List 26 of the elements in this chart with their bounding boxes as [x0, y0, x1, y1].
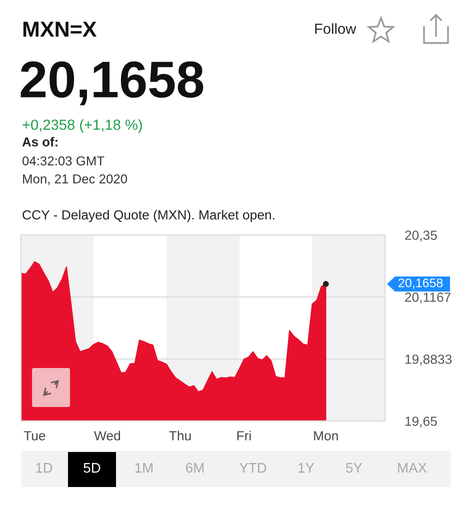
y-tick-label: 20,35 — [405, 230, 437, 242]
x-tick-label: Thu — [169, 430, 191, 440]
text: 5Y — [346, 463, 362, 473]
text: As of: — [22, 136, 58, 146]
chart-title: MXN=X — [23, 22, 97, 37]
text: 20,1658 — [398, 278, 443, 289]
text: CCY - Delayed Quote (MXN). Market open. — [22, 210, 274, 222]
text: 5D — [84, 463, 100, 473]
text: Follow — [315, 23, 356, 34]
x-tick-label: Fri — [237, 430, 251, 440]
text: 1D — [36, 463, 52, 473]
y-tick-label: 20,1167 — [405, 292, 451, 304]
text: 20,1658 — [20, 61, 204, 106]
y-tick-label: 19,65 — [405, 416, 437, 428]
text: MAX — [398, 463, 427, 473]
x-tick-label: Mon — [314, 431, 338, 440]
y-tick-label: 19,8833 — [405, 354, 452, 366]
text: Mon, 21 Dec 2020 — [23, 174, 128, 185]
text: 1M — [135, 463, 153, 473]
text: 6M — [186, 462, 204, 473]
text: +0,2358 (+1,18 %) — [22, 119, 142, 133]
text: 1Y — [298, 463, 314, 473]
x-tick-label: Tue — [24, 431, 46, 440]
text: YTD — [239, 463, 266, 473]
x-tick-label: Wed — [94, 430, 120, 440]
text: 04:32:03 GMT — [22, 156, 104, 166]
